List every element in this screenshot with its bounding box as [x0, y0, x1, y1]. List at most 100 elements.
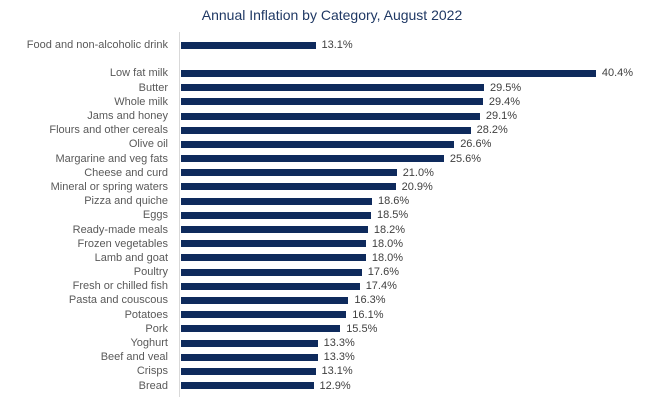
category-label: Eggs [142, 209, 168, 222]
category-label: Pork [145, 322, 168, 335]
bar-area: 13.1% [174, 38, 664, 52]
bar-row: Flours and other cereals 28.2% [0, 123, 664, 137]
bar-row: Crisps 13.1% [0, 364, 664, 378]
bar-area: 13.3% [174, 350, 664, 364]
value-label: 12.9% [319, 379, 351, 392]
bar-row: Pasta and couscous 16.3% [0, 293, 664, 307]
bar-area: 16.1% [174, 308, 664, 322]
bar-row: Potatoes 16.1% [0, 308, 664, 322]
category-label: Pizza and quiche [84, 195, 168, 208]
bar-row: Frozen vegetables 18.0% [0, 237, 664, 251]
bar-area: 40.4% [174, 66, 664, 80]
bar [181, 367, 316, 375]
value-label: 13.3% [323, 337, 355, 350]
value-label: 18.0% [371, 251, 404, 264]
value-label: 29.4% [488, 95, 521, 108]
bar-row: Fresh or chilled fish 17.4% [0, 279, 664, 293]
bar-row: Pizza and quiche 18.6% [0, 194, 664, 208]
bar-area: 21.0% [174, 166, 664, 180]
bar [181, 84, 484, 92]
category-label: Olive oil [128, 138, 168, 151]
bar-row: Beef and veal 13.3% [0, 350, 664, 364]
bar-area: 15.5% [174, 322, 664, 336]
bar [181, 41, 316, 49]
bar-row: Low fat milk 40.4% [0, 66, 664, 80]
bar-area: 20.9% [174, 180, 664, 194]
bar-row: Pork 15.5% [0, 322, 664, 336]
bar-row: Margarine and veg fats 25.6% [0, 152, 664, 166]
value-label: 17.6% [367, 266, 399, 279]
bar [181, 382, 314, 390]
bar-area: 16.3% [174, 293, 664, 307]
value-label: 21.0% [402, 166, 434, 179]
bar [181, 183, 396, 191]
bar [181, 325, 341, 333]
bar-area: 13.3% [174, 336, 664, 350]
value-label: 13.3% [323, 351, 355, 364]
y-axis-line [179, 32, 180, 397]
bar-row: Mineral or spring waters 20.9% [0, 180, 664, 194]
bar-row: Butter 29.5% [0, 81, 664, 95]
value-label: 16.3% [354, 294, 386, 307]
value-label: 17.4% [365, 280, 397, 293]
value-label: 40.4% [601, 67, 634, 80]
category-label: Crisps [136, 365, 168, 378]
bar [181, 197, 372, 205]
bar-row: Jams and honey 29.1% [0, 109, 664, 123]
category-label: Jams and honey [87, 110, 168, 123]
value-label: 20.9% [401, 180, 433, 193]
category-label: Beef and veal [100, 351, 168, 364]
category-label: Bread [138, 379, 168, 392]
bar-area: 13.1% [174, 364, 664, 378]
bar-area: 18.2% [174, 222, 664, 236]
value-label: 28.2% [476, 124, 508, 137]
bar [181, 240, 366, 248]
bar-row: Bread 12.9% [0, 379, 664, 393]
bar [181, 112, 480, 120]
bar [181, 69, 596, 77]
bar-row: Yoghurt 13.3% [0, 336, 664, 350]
bar [181, 268, 362, 276]
bar-area: 17.6% [174, 265, 664, 279]
bar-row: Poultry 17.6% [0, 265, 664, 279]
bar-row: Eggs 18.5% [0, 208, 664, 222]
bar-rows: Food and non-alcoholic drink 13.1% Low fat… [0, 38, 664, 393]
value-label: 29.5% [490, 81, 522, 94]
chart-title: Annual Inflation by Category, August 202… [201, 7, 463, 23]
bar-row: Food and non-alcoholic drink 13.1% [0, 38, 664, 52]
category-label: Frozen vegetables [77, 237, 169, 250]
category-label: Margarine and veg fats [55, 152, 168, 165]
category-label: Poultry [133, 266, 168, 279]
inflation-bar-chart: Annual Inflation by Category, August 202… [0, 7, 664, 404]
bar-area: 29.1% [174, 109, 664, 123]
category-label: Lamb and goat [94, 251, 168, 264]
value-label: 15.5% [346, 322, 378, 335]
category-label: Low fat milk [109, 67, 168, 80]
bar [181, 226, 368, 234]
bar-area: 29.5% [174, 81, 664, 95]
bar-area: 26.6% [174, 137, 664, 151]
category-label: Yoghurt [130, 337, 168, 350]
category-label: Cheese and curd [84, 166, 168, 179]
bar-area: 18.6% [174, 194, 664, 208]
value-label: 18.2% [373, 223, 406, 236]
bar-area: 12.9% [174, 379, 664, 393]
bar [181, 296, 349, 304]
bar [181, 140, 455, 148]
bar [181, 282, 360, 290]
plot-area: Food and non-alcoholic drink 13.1% Low fat… [0, 32, 664, 397]
value-label: 18.5% [377, 209, 409, 222]
value-label: 18.0% [371, 237, 404, 250]
category-label: Butter [138, 81, 168, 94]
bar [181, 155, 444, 163]
group-spacer [0, 52, 664, 66]
bar [181, 254, 366, 262]
category-label: Whole milk [114, 95, 168, 108]
category-label: Fresh or chilled fish [72, 280, 168, 293]
value-label: 25.6% [449, 152, 482, 165]
value-label: 16.1% [352, 308, 384, 321]
bar-area: 18.0% [174, 251, 664, 265]
bar [181, 353, 318, 361]
category-label: Food and non-alcoholic drink [26, 39, 168, 52]
category-label: Mineral or spring waters [50, 180, 168, 193]
